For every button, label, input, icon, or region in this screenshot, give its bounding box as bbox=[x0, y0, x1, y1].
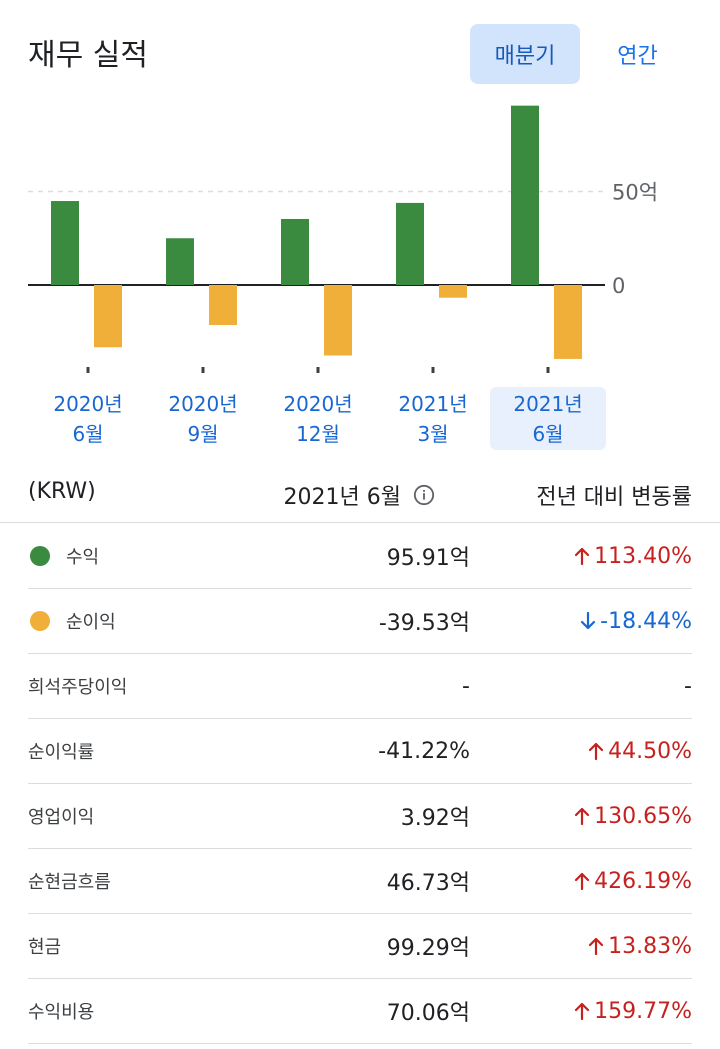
net-income-bar bbox=[554, 285, 582, 359]
table-row: 수익 95.91억 113.40% bbox=[28, 524, 692, 589]
metric-label: 순이익률 bbox=[28, 719, 94, 783]
x-tick-year: 2020년 bbox=[283, 392, 352, 416]
arrow-up-icon bbox=[575, 547, 590, 566]
metric-label: 현금 bbox=[28, 914, 61, 978]
revenue-bar bbox=[51, 201, 79, 285]
y-tick-label: 50억 bbox=[612, 181, 658, 205]
arrow-down-icon bbox=[581, 611, 596, 630]
change-value: -18.44% bbox=[600, 608, 692, 634]
net-income-bar bbox=[94, 285, 122, 348]
metric-change: - bbox=[684, 654, 692, 718]
period-header: 2021년 6월 bbox=[284, 479, 435, 511]
table-row: 순이익 -39.53억 -18.44% bbox=[28, 589, 692, 654]
change-value: 426.19% bbox=[594, 868, 692, 894]
revenue-bar bbox=[396, 202, 424, 285]
metric-value: 70.06억 bbox=[386, 1001, 470, 1026]
change-value: - bbox=[684, 673, 692, 699]
metric-name: 영업이익 bbox=[28, 807, 95, 828]
metric-value: -41.22% bbox=[378, 738, 470, 764]
metric-name: 순이익 bbox=[66, 612, 116, 633]
period-label: 2021년 6월 bbox=[283, 485, 401, 510]
metric-change: 44.50% bbox=[587, 719, 692, 783]
x-tick-mark bbox=[86, 367, 90, 373]
metric-name: 현금 bbox=[28, 937, 62, 958]
x-tick-month: 9월 bbox=[187, 422, 218, 446]
arrow-up-icon bbox=[575, 1002, 590, 1021]
x-tick-month: 12월 bbox=[296, 422, 340, 446]
metric-change: 130.65% bbox=[573, 784, 692, 848]
metric-value: 95.91억 bbox=[386, 546, 470, 571]
metric-label: 수익비용 bbox=[28, 979, 94, 1043]
financial-chart: 50억 0 2020년 6월 2020년 9월 2020년 12월 2021년 3월 2021년 6월 bbox=[28, 105, 658, 450]
x-tick-mark bbox=[431, 367, 435, 373]
section-title: 재무 실적 bbox=[28, 38, 148, 73]
change-value: 159.77% bbox=[594, 998, 692, 1024]
metric-label: 수익 bbox=[28, 524, 99, 588]
arrow-up-icon bbox=[589, 937, 604, 956]
metric-change: -18.44% bbox=[579, 589, 692, 653]
x-tick-month: 6월 bbox=[532, 422, 563, 446]
metric-change: 426.19% bbox=[573, 849, 692, 913]
change-value: 44.50% bbox=[608, 738, 692, 764]
table-row: 순현금흐름 46.73억 426.19% bbox=[28, 849, 692, 914]
revenue-bar bbox=[281, 218, 309, 285]
metric-label: 순현금흐름 bbox=[28, 849, 111, 913]
x-tick-year: 2020년 bbox=[53, 392, 122, 416]
change-value: 13.83% bbox=[608, 933, 692, 959]
metric-label: 영업이익 bbox=[28, 784, 94, 848]
revenue-bar bbox=[511, 105, 539, 285]
change-value: 113.40% bbox=[594, 543, 692, 569]
x-tick-mark bbox=[201, 367, 205, 373]
legend-dot-icon bbox=[30, 546, 50, 566]
info-icon[interactable] bbox=[413, 484, 435, 506]
net-income-bar bbox=[439, 285, 467, 298]
net-income-bar bbox=[209, 285, 237, 326]
metric-name: 순이익률 bbox=[28, 742, 95, 763]
metric-name: 순현금흐름 bbox=[28, 872, 111, 893]
net-income-bar bbox=[324, 285, 352, 356]
metric-value: 99.29억 bbox=[386, 936, 470, 961]
metric-label: 순이익 bbox=[28, 589, 116, 653]
metric-name: 희석주당이익 bbox=[28, 677, 128, 698]
metric-name: 수익 bbox=[66, 547, 100, 568]
table-row: 희석주당이익 - - bbox=[28, 654, 692, 719]
metric-label: 희석주당이익 bbox=[28, 654, 127, 718]
currency-label: (KRW) bbox=[28, 479, 96, 504]
tab-quarterly[interactable]: 매분기 bbox=[470, 24, 580, 84]
metric-value: -39.53억 bbox=[378, 611, 470, 636]
arrow-up-icon bbox=[575, 872, 590, 891]
change-header: 전년 대비 변동률 bbox=[536, 485, 692, 510]
selected-period-highlight bbox=[490, 387, 606, 450]
arrow-up-icon bbox=[589, 742, 604, 761]
table-row: 수익비용 70.06억 159.77% bbox=[28, 979, 692, 1044]
x-tick-month: 6월 bbox=[72, 422, 103, 446]
metric-value: 46.73억 bbox=[386, 871, 470, 896]
arrow-up-icon bbox=[575, 807, 590, 826]
table-row: 순이익률 -41.22% 44.50% bbox=[28, 719, 692, 784]
metric-change: 159.77% bbox=[573, 979, 692, 1043]
x-tick-mark bbox=[546, 367, 550, 373]
table-row: 현금 99.29억 13.83% bbox=[28, 914, 692, 979]
metric-name: 수익비용 bbox=[28, 1002, 95, 1023]
table-row: 영업이익 3.92억 130.65% bbox=[28, 784, 692, 849]
revenue-bar bbox=[166, 238, 194, 285]
metric-value: - bbox=[462, 673, 470, 699]
x-tick-year: 2021년 bbox=[398, 392, 467, 416]
x-tick-year: 2020년 bbox=[168, 392, 237, 416]
x-tick-mark bbox=[316, 367, 320, 373]
change-value: 130.65% bbox=[594, 803, 692, 829]
x-tick-year: 2021년 bbox=[513, 392, 582, 416]
financial-header: 재무 실적 매분기 연간 bbox=[0, 0, 720, 90]
x-tick-month: 3월 bbox=[417, 422, 448, 446]
y-tick-label: 0 bbox=[612, 274, 625, 298]
table-header: (KRW) 2021년 6월 전년 대비 변동률 bbox=[0, 462, 720, 523]
metric-change: 113.40% bbox=[573, 524, 692, 588]
legend-dot-icon bbox=[30, 611, 50, 631]
tab-annual[interactable]: 연간 bbox=[617, 44, 658, 69]
metric-value: 3.92억 bbox=[400, 806, 470, 831]
metric-change: 13.83% bbox=[587, 914, 692, 978]
